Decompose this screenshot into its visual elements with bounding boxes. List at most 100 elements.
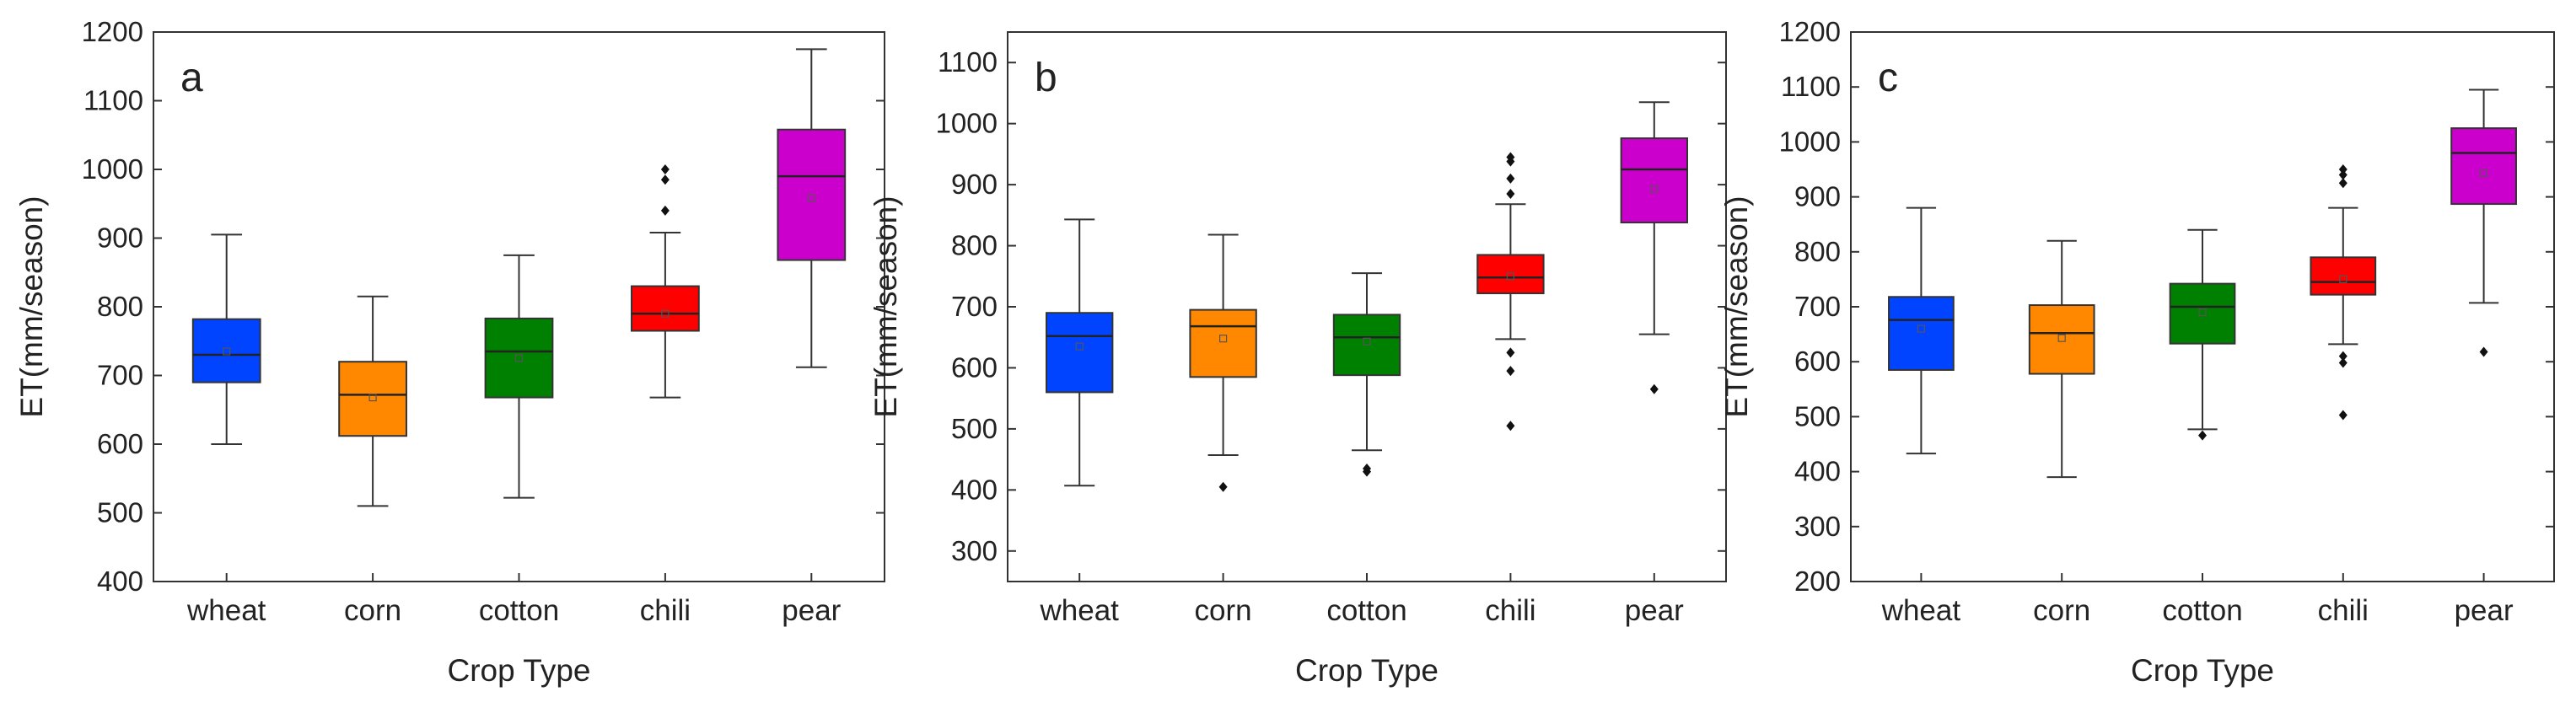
y-tick-label: 1100 [938, 46, 998, 78]
box-chili: chili [631, 164, 700, 627]
iqr-box [1888, 296, 1955, 371]
y-axis-title: ET(mm/season) [14, 196, 49, 417]
y-tick-label: 900 [951, 169, 998, 200]
x-tick-label: cotton [2162, 594, 2242, 627]
iqr-box [484, 317, 554, 399]
box-pear: pear [777, 48, 847, 627]
iqr-box [1189, 308, 1257, 378]
x-axis-title: Crop Type [2131, 653, 2274, 688]
outlier-point [2198, 430, 2207, 441]
outlier-point [1649, 383, 1659, 394]
x-tick-label: cotton [479, 594, 559, 627]
x-tick-label: wheat [1881, 594, 1961, 627]
mean-marker [2339, 275, 2347, 283]
mean-marker [1075, 342, 1084, 351]
mean-marker [807, 194, 815, 202]
outlier-point [660, 174, 670, 185]
x-tick-label: chili [1485, 594, 1535, 627]
outlier-point [1506, 152, 1515, 163]
outlier-point [2338, 178, 2347, 189]
x-tick-label: pear [782, 594, 841, 627]
mean-marker [661, 309, 670, 318]
box-corn: corn [2028, 239, 2095, 627]
outlier-point [660, 205, 670, 216]
y-tick-label: 400 [1794, 456, 1841, 487]
outlier-point [2338, 357, 2347, 368]
outlier-point [1506, 347, 1515, 358]
y-tick-label: 700 [1794, 291, 1841, 322]
x-tick-label: cotton [1326, 594, 1406, 627]
mean-marker [2480, 169, 2488, 178]
x-tick-label: chili [2318, 594, 2369, 627]
y-tick-label: 1000 [82, 153, 143, 185]
mean-marker [2198, 308, 2207, 317]
box-corn: corn [338, 295, 407, 627]
iqr-box [2450, 127, 2517, 206]
outlier-point [2338, 410, 2347, 421]
iqr-box [1046, 312, 1114, 394]
y-tick-label: 600 [951, 351, 998, 383]
outlier-point [1506, 173, 1515, 184]
iqr-box [1476, 254, 1545, 295]
panel-letter: a [180, 56, 203, 100]
y-tick-label: 800 [97, 291, 143, 322]
outlier-point [1363, 463, 1371, 474]
box-chili: chili [2310, 164, 2377, 627]
y-tick-label: 1100 [83, 85, 143, 116]
x-axis-title: Crop Type [1295, 653, 1439, 688]
x-tick-label: corn [1195, 594, 1252, 627]
outlier-point [1506, 421, 1515, 432]
mean-marker [2057, 334, 2066, 342]
iqr-box [2169, 282, 2236, 345]
x-tick-label: wheat [186, 594, 266, 627]
box-pear: pear [1620, 101, 1688, 627]
outlier-point [1506, 188, 1515, 199]
mean-marker [1506, 272, 1515, 281]
y-tick-label: 1200 [82, 16, 143, 47]
y-tick-label: 800 [951, 230, 998, 261]
y-tick-label: 300 [1794, 511, 1841, 542]
y-tick-label: 600 [1794, 346, 1841, 377]
x-tick-label: pear [1625, 594, 1684, 627]
outlier-point [2338, 351, 2347, 362]
panel-letter: c [1878, 56, 1898, 100]
panel-a: 400 500 600 700 800 900 1000 1100 1200 ET(mm/seas… [14, 16, 885, 688]
iqr-box [191, 318, 261, 383]
y-axis-title: ET(mm/season) [869, 196, 903, 417]
y-tick-label: 900 [1794, 181, 1841, 212]
mean-marker [1650, 185, 1659, 193]
box-cotton: cotton [1326, 272, 1407, 627]
outlier-point [1506, 366, 1515, 377]
y-tick-label: 900 [97, 222, 143, 254]
mean-marker [223, 347, 231, 356]
y-tick-label: 700 [97, 360, 143, 391]
iqr-box [1620, 137, 1688, 224]
y-tick-label: 1000 [936, 108, 998, 139]
box-wheat: wheat [1881, 206, 1961, 627]
y-tick-label: 800 [1794, 236, 1841, 267]
y-tick-label: 500 [1794, 400, 1841, 432]
y-tick-label: 1200 [1779, 16, 1841, 47]
y-tick-label: 600 [97, 428, 143, 459]
x-tick-label: pear [2455, 594, 2514, 627]
mean-marker [368, 393, 377, 402]
outlier-point [660, 164, 670, 174]
x-axis-title: Crop Type [447, 653, 590, 688]
mean-marker [1363, 337, 1371, 346]
x-tick-label: corn [344, 594, 401, 627]
mean-marker [1218, 335, 1228, 343]
y-tick-label: 1000 [1779, 126, 1841, 157]
box-cotton: cotton [479, 254, 559, 627]
outlier-point [2479, 346, 2488, 357]
iqr-box [631, 285, 700, 332]
x-tick-label: chili [640, 594, 691, 627]
box-wheat: wheat [1039, 218, 1119, 627]
y-tick-label: 1100 [1781, 71, 1841, 102]
box-pear: pear [2450, 88, 2517, 627]
y-axis-title: ET(mm/season) [1719, 196, 1754, 417]
x-tick-label: corn [2033, 594, 2090, 627]
y-tick-label: 500 [97, 497, 143, 528]
outlier-point [2338, 164, 2347, 174]
